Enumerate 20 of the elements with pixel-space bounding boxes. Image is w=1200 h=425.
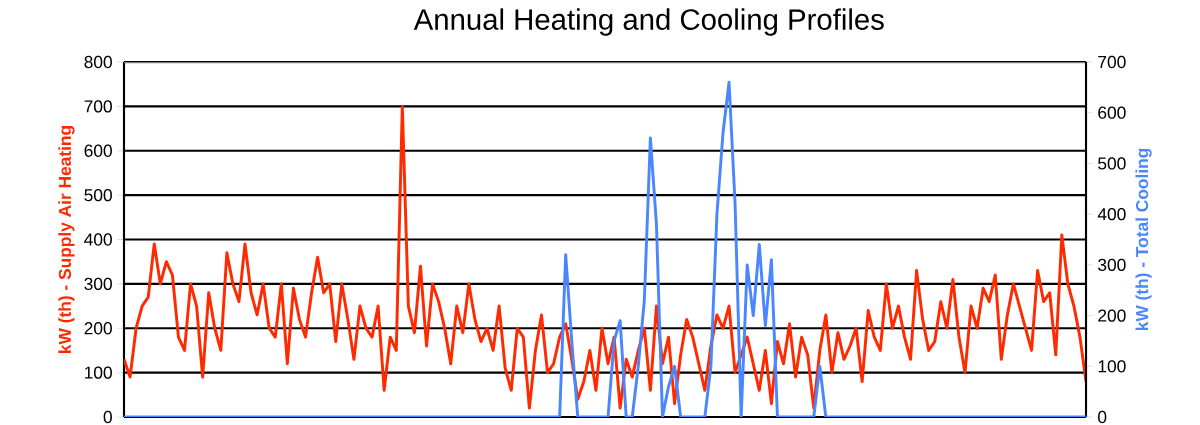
y-tick-label: 300 [84, 277, 112, 291]
y2-tick-label: 200 [1098, 309, 1126, 322]
y2-axis-title: kW (th) - Total Cooling [1135, 148, 1152, 331]
y2-tick-label: 100 [1098, 360, 1126, 373]
y-tick-label: 700 [84, 100, 112, 113]
y-tick-label: 500 [84, 188, 112, 202]
y2-tick-label: 600 [1098, 106, 1126, 119]
y2-tick-label: 500 [1098, 157, 1126, 170]
y-axis-title: kW (th) - Supply Air Heating [58, 126, 75, 353]
y2-tick-label: 300 [1098, 258, 1126, 271]
y2-tick-label: 400 [1097, 208, 1126, 221]
y-tick-label: 0 [103, 410, 112, 424]
y-tick-label: 600 [84, 144, 112, 157]
y2-tick-label: 0 [1098, 410, 1107, 424]
y2-tick-label: 700 [1098, 55, 1126, 69]
chart-title: Annual Heating and Cooling Profiles [413, 8, 884, 36]
y-tick-label: 400 [84, 233, 112, 246]
y-tick-label: 800 [84, 55, 112, 69]
y-tick-label: 200 [84, 322, 112, 335]
y-tick-label: 100 [85, 366, 112, 379]
